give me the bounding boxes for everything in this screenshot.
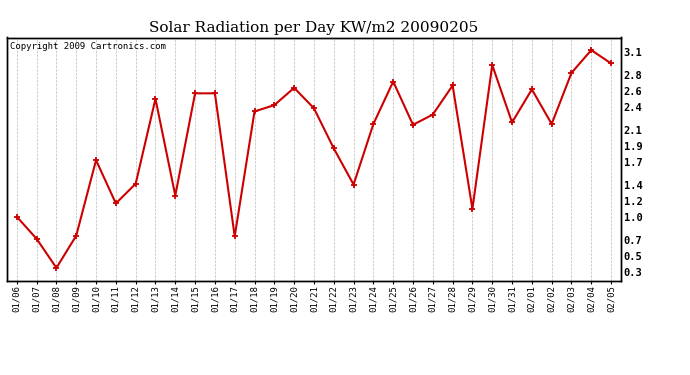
Title: Solar Radiation per Day KW/m2 20090205: Solar Radiation per Day KW/m2 20090205 [149, 21, 479, 35]
Text: Copyright 2009 Cartronics.com: Copyright 2009 Cartronics.com [10, 42, 166, 51]
